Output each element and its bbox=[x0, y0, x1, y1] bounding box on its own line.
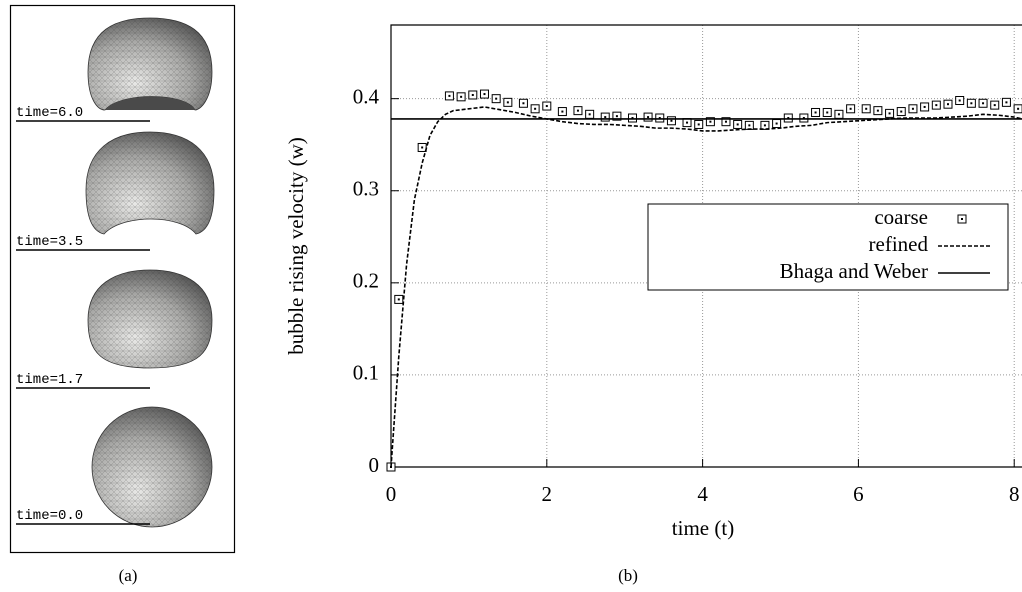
marker-dot bbox=[970, 102, 973, 105]
marker-dot bbox=[814, 111, 817, 114]
marker-dot bbox=[460, 95, 463, 98]
marker-dot bbox=[471, 93, 474, 96]
y-tick-label: 0.1 bbox=[353, 361, 379, 385]
snapshot-time: time=3.5 bbox=[16, 234, 83, 250]
marker-dot bbox=[1005, 101, 1008, 104]
caption: (a) bbox=[119, 566, 138, 585]
x-tick-label: 8 bbox=[1009, 482, 1020, 506]
marker-dot bbox=[697, 123, 700, 126]
marker-dot bbox=[709, 120, 712, 123]
marker-dot bbox=[615, 115, 618, 118]
marker-dot bbox=[545, 105, 548, 108]
marker-dot bbox=[911, 107, 914, 110]
marker-dot bbox=[826, 111, 829, 114]
marker-dot bbox=[946, 103, 949, 106]
y-tick-label: 0.3 bbox=[353, 177, 379, 201]
marker-dot bbox=[604, 116, 607, 119]
marker-dot bbox=[724, 120, 727, 123]
marker-dot bbox=[935, 104, 938, 107]
bubble bbox=[87, 17, 213, 111]
x-tick-label: 0 bbox=[386, 482, 397, 506]
marker-dot bbox=[865, 107, 868, 110]
marker-dot bbox=[787, 117, 790, 120]
marker-dot bbox=[483, 93, 486, 96]
marker-dot bbox=[849, 107, 852, 110]
snapshot-time: time=1.7 bbox=[16, 372, 83, 388]
marker-dot bbox=[982, 102, 985, 105]
y-tick-label: 0.4 bbox=[353, 84, 380, 108]
snapshot-time: time=0.0 bbox=[16, 508, 83, 524]
marker-dot bbox=[993, 104, 996, 107]
axis-frame bbox=[390, 24, 1022, 468]
marker-dot bbox=[900, 110, 903, 113]
caption: (b) bbox=[618, 566, 638, 585]
x-tick-label: 2 bbox=[542, 482, 553, 506]
legend-label: coarse bbox=[874, 205, 928, 229]
marker-dot bbox=[561, 110, 564, 113]
marker-dot bbox=[397, 298, 400, 301]
legend-label: refined bbox=[869, 232, 929, 256]
x-tick-label: 6 bbox=[853, 482, 864, 506]
marker-dot bbox=[534, 107, 537, 110]
marker-dot bbox=[958, 99, 961, 102]
marker-dot bbox=[888, 112, 891, 115]
marker-dot bbox=[495, 97, 498, 100]
marker-dot bbox=[736, 123, 739, 126]
panel-frame bbox=[9, 4, 236, 554]
marker-dot bbox=[576, 109, 579, 112]
x-tick-label: 4 bbox=[697, 482, 708, 506]
legend-box bbox=[647, 203, 1009, 291]
marker-dot bbox=[522, 102, 525, 105]
marker-dot bbox=[448, 94, 451, 97]
marker-dot bbox=[961, 218, 963, 220]
marker-dot bbox=[506, 101, 509, 104]
y-tick-label: 0 bbox=[369, 453, 380, 477]
bubble bbox=[91, 406, 213, 528]
legend-label: Bhaga and Weber bbox=[780, 259, 928, 283]
marker-dot bbox=[923, 105, 926, 108]
marker-dot bbox=[670, 119, 673, 122]
y-axis-title: bubble rising velocity (w) bbox=[284, 137, 308, 355]
x-axis-title: time (t) bbox=[672, 516, 734, 540]
marker-dot bbox=[631, 117, 634, 120]
snapshot-time: time=6.0 bbox=[16, 105, 83, 121]
marker-dot bbox=[686, 121, 689, 124]
bubble bbox=[85, 131, 215, 235]
marker-dot bbox=[658, 117, 661, 120]
marker-dot bbox=[802, 117, 805, 120]
bubble bbox=[87, 269, 213, 369]
marker-dot bbox=[1017, 107, 1020, 110]
series-line bbox=[390, 106, 1022, 468]
marker-dot bbox=[837, 113, 840, 116]
marker-dot bbox=[775, 122, 778, 125]
marker-dot bbox=[588, 113, 591, 116]
y-tick-label: 0.2 bbox=[353, 269, 379, 293]
marker-dot bbox=[647, 116, 650, 119]
marker-dot bbox=[763, 124, 766, 127]
marker-dot bbox=[748, 124, 751, 127]
snapshot-label: time=6.0 time=3.5 time=1.7 time=0.0 bbox=[16, 105, 150, 525]
marker-dot bbox=[876, 109, 879, 112]
marker-dot bbox=[421, 146, 424, 149]
